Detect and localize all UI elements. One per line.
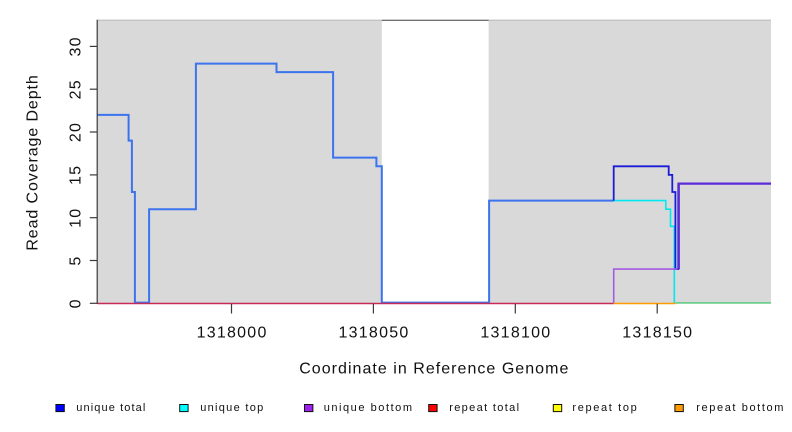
svg-text:1318100: 1318100 [480,325,551,342]
svg-text:30: 30 [68,36,85,56]
svg-text:1318150: 1318150 [622,325,693,342]
svg-text:unique bottom: unique bottom [324,402,414,414]
svg-text:repeat total: repeat total [449,402,520,414]
svg-text:Coordinate in Reference Genome: Coordinate in Reference Genome [299,360,569,377]
svg-text:15: 15 [68,165,85,185]
svg-text:1318000: 1318000 [197,325,268,342]
svg-text:unique total: unique total [76,402,146,414]
svg-text:unique top: unique top [200,402,264,414]
svg-text:5: 5 [68,255,85,265]
svg-text:20: 20 [68,122,85,142]
svg-text:1318050: 1318050 [338,325,409,342]
svg-text:0: 0 [68,298,85,308]
svg-text:25: 25 [68,79,85,99]
svg-text:10: 10 [68,208,85,228]
svg-text:repeat top: repeat top [572,402,638,414]
svg-text:repeat bottom: repeat bottom [696,402,785,414]
svg-text:Read Coverage Depth: Read Coverage Depth [25,74,42,250]
